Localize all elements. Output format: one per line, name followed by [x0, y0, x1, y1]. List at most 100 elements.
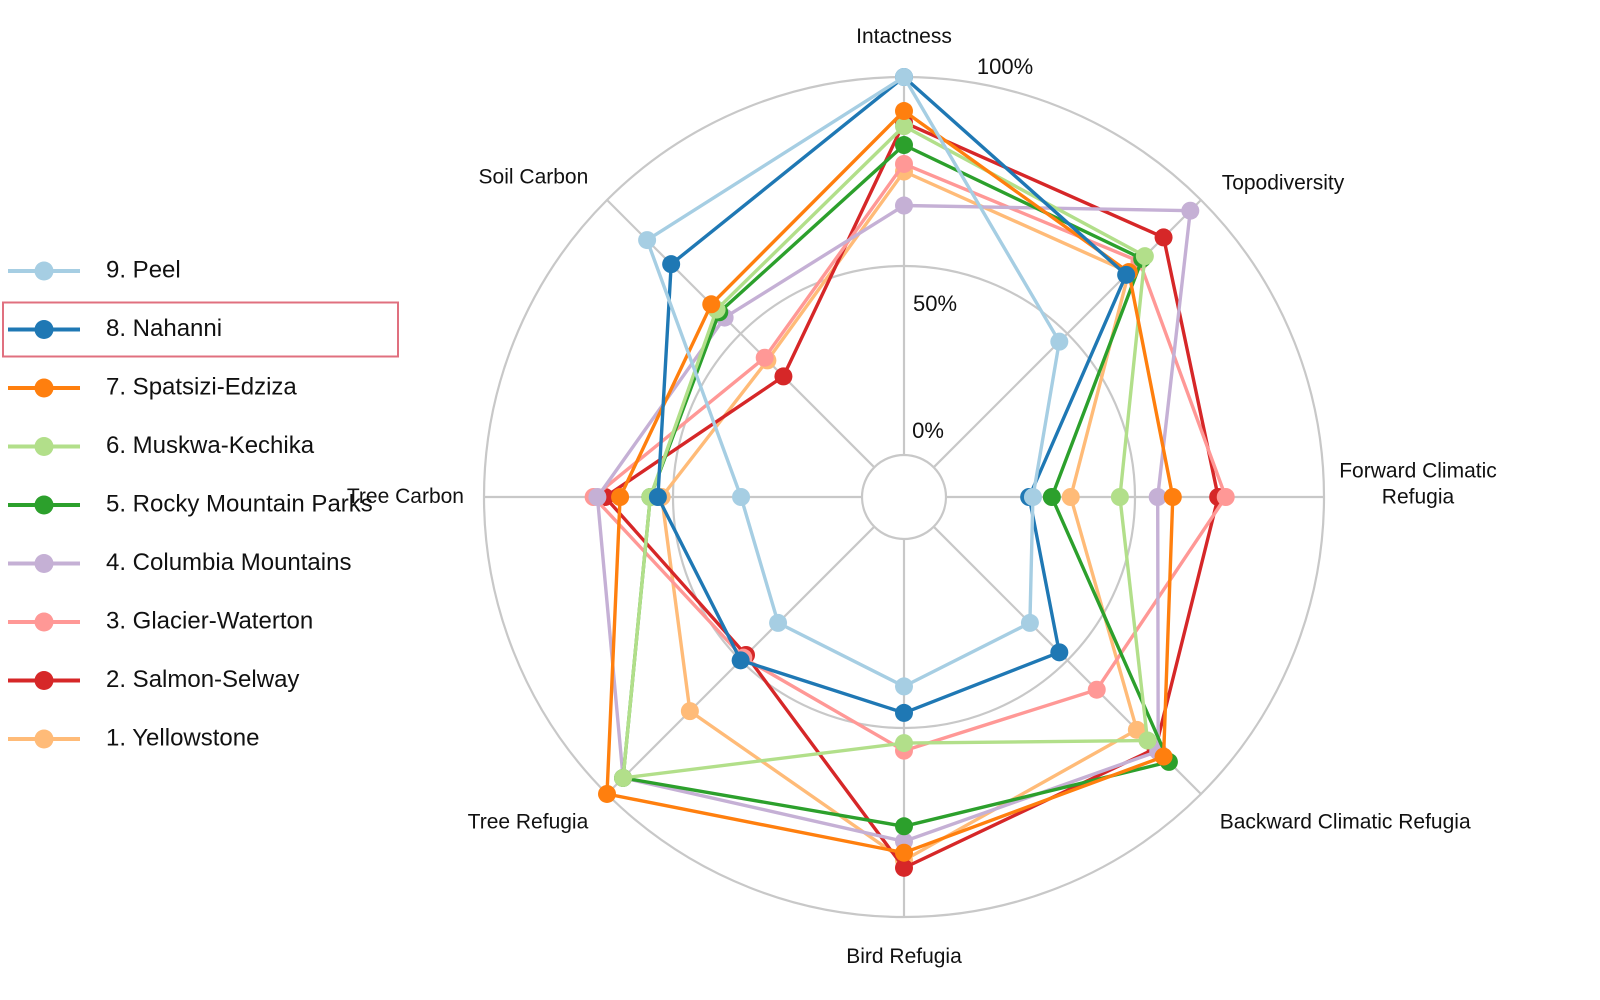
axis-label-line: Intactness	[856, 25, 952, 48]
series-8-nahanni	[648, 68, 1136, 722]
data-point-6-muskwa-kechika-tree-refugia	[614, 768, 633, 787]
series-line-5-rocky-mountain-parks	[621, 143, 1171, 828]
grid-circle-0	[860, 453, 948, 541]
axis-label-line: Soil Carbon	[479, 165, 589, 188]
data-point-9-peel-intactness	[895, 68, 913, 86]
axis-label-backward-climatic-refugia: Backward Climatic Refugia	[1220, 810, 1471, 833]
spoke-topodiversity	[932, 199, 1202, 469]
legend-item-1-yellowstone: 1. Yellowstone	[8, 724, 259, 751]
legend-label: 1. Yellowstone	[106, 724, 259, 751]
axis-label-line: Forward Climatic	[1339, 459, 1497, 482]
data-point-2-salmon-selway-soil-carbon	[774, 367, 793, 386]
data-point-9-peel-bird-refugia	[895, 677, 913, 696]
axis-label-soil-carbon: Soil Carbon	[479, 165, 589, 188]
legend-highlight-box	[2, 301, 399, 358]
legend-label: 7. Spatsizi-Edziza	[106, 373, 297, 400]
data-point-3-glacier-waterton-intactness	[895, 154, 913, 173]
legend-item-9-peel: 9. Peel	[8, 256, 181, 283]
tick-label-100: 100%	[977, 54, 1033, 79]
legend-swatch-marker	[34, 378, 54, 398]
data-point-9-peel-tree-refugia	[769, 613, 788, 632]
legend-swatch-marker	[34, 320, 54, 339]
data-point-7-spatsizi-edziza-forward-climatic-refugia	[1163, 488, 1182, 506]
axis-label-line: Bird Refugia	[846, 945, 962, 968]
data-point-2-salmon-selway-topodiversity	[1154, 228, 1173, 247]
data-point-7-spatsizi-edziza-soil-carbon	[702, 295, 721, 314]
data-point-8-nahanni-bird-refugia	[895, 703, 913, 722]
data-point-6-muskwa-kechika-forward-climatic-refugia	[1110, 488, 1129, 506]
data-point-8-nahanni-backward-climatic-refugia	[1050, 643, 1069, 662]
legend-label: 3. Glacier-Waterton	[106, 607, 313, 634]
data-point-8-nahanni-tree-carbon	[648, 488, 667, 506]
data-point-4-columbia-mountains-forward-climatic-refugia	[1148, 488, 1167, 506]
data-point-8-nahanni-tree-refugia	[731, 651, 750, 670]
data-point-6-muskwa-kechika-topodiversity	[1135, 247, 1154, 266]
data-point-7-spatsizi-edziza-tree-refugia	[598, 784, 617, 803]
data-point-3-glacier-waterton-soil-carbon	[755, 348, 774, 367]
tick-label-0: 0%	[912, 418, 944, 443]
tick-label-50: 50%	[913, 291, 957, 316]
axis-label-forward-climatic-refugia: Forward Climatic Refugia	[1339, 459, 1497, 508]
legend-item-5-rocky-mountain-parks: 5. Rocky Mountain Parks	[8, 490, 373, 517]
data-point-1-yellowstone-forward-climatic-refugia	[1061, 488, 1080, 506]
data-point-6-muskwa-kechika-bird-refugia	[895, 734, 913, 753]
data-point-7-spatsizi-edziza-tree-carbon	[611, 488, 630, 506]
data-point-6-muskwa-kechika-backward-climatic-refugia	[1138, 731, 1157, 750]
axis-label-line: Backward Climatic Refugia	[1220, 810, 1471, 833]
axis-label-line: Topodiversity	[1222, 171, 1345, 194]
data-point-9-peel-backward-climatic-refugia	[1020, 613, 1039, 632]
axis-labels: Intactness Topodiversity Forward Climatic R…	[347, 25, 1497, 968]
legend-item-4-columbia-mountains: 4. Columbia Mountains	[8, 549, 351, 576]
data-point-9-peel-topodiversity	[1050, 332, 1069, 351]
series-3-glacier-waterton	[584, 154, 1235, 760]
data-point-5-rocky-mountain-parks-bird-refugia	[895, 817, 913, 836]
legend-swatch-marker	[34, 495, 54, 515]
data-point-5-rocky-mountain-parks-forward-climatic-refugia	[1042, 488, 1061, 506]
data-point-4-columbia-mountains-topodiversity	[1181, 201, 1200, 220]
data-point-7-spatsizi-edziza-backward-climatic-refugia	[1154, 747, 1173, 766]
axis-label-bird-refugia: Bird Refugia	[846, 945, 962, 968]
legend-swatch-marker	[34, 612, 54, 632]
data-series	[584, 68, 1235, 877]
axis-label-intactness: Intactness	[856, 25, 952, 48]
legend-swatch-marker	[34, 671, 54, 690]
legend-swatch-marker	[34, 261, 54, 281]
data-point-9-peel-soil-carbon	[638, 231, 657, 250]
data-point-7-spatsizi-edziza-intactness	[895, 102, 913, 121]
data-point-8-nahanni-topodiversity	[1117, 265, 1136, 284]
legend-swatch-marker	[34, 554, 54, 573]
data-point-4-columbia-mountains-intactness	[895, 196, 913, 215]
data-point-6-muskwa-kechika-intactness	[895, 117, 913, 136]
axis-label-topodiversity: Topodiversity	[1222, 171, 1345, 194]
legend-label: 4. Columbia Mountains	[106, 549, 351, 576]
series-line-8-nahanni	[656, 75, 1128, 715]
axis-label-tree-refugia: Tree Refugia	[468, 810, 589, 833]
radial-tick-labels: 0% 50% 100%	[912, 54, 1033, 443]
legend-label: 8. Nahanni	[106, 315, 222, 342]
legend-label: 5. Rocky Mountain Parks	[106, 490, 373, 517]
legend-item-8-nahanni: 8. Nahanni	[2, 301, 399, 358]
data-point-3-glacier-waterton-forward-climatic-refugia	[1216, 488, 1235, 506]
legend-label: 9. Peel	[106, 256, 181, 283]
data-point-2-salmon-selway-bird-refugia	[895, 858, 913, 877]
data-point-1-yellowstone-tree-refugia	[680, 702, 699, 721]
data-point-5-rocky-mountain-parks-intactness	[895, 136, 913, 155]
axis-label-line: Refugia	[1382, 485, 1455, 508]
legend-item-2-salmon-selway: 2. Salmon-Selway	[8, 666, 299, 693]
series-2-salmon-selway	[595, 113, 1228, 877]
legend-item-6-muskwa-kechika: 6. Muskwa-Kechika	[8, 432, 315, 459]
legend-label: 2. Salmon-Selway	[106, 666, 299, 693]
legend-item-7-spatsizi-edziza: 7. Spatsizi-Edziza	[8, 373, 297, 400]
legend: 9. Peel 8. Nahanni 7. Spatsizi-Edziza 6. Mu…	[2, 256, 399, 751]
legend-label: 6. Muskwa-Kechika	[106, 432, 315, 459]
legend-swatch-marker	[34, 729, 54, 749]
axis-label-tree-carbon: Tree Carbon	[347, 485, 464, 508]
legend-item-3-glacier-waterton: 3. Glacier-Waterton	[8, 607, 313, 634]
series-1-yellowstone	[652, 162, 1146, 870]
data-point-3-glacier-waterton-backward-climatic-refugia	[1087, 680, 1106, 699]
data-point-7-spatsizi-edziza-bird-refugia	[895, 843, 913, 862]
data-point-8-nahanni-soil-carbon	[662, 255, 681, 274]
legend-swatch-marker	[34, 437, 54, 456]
axis-label-line: Tree Carbon	[347, 485, 464, 508]
